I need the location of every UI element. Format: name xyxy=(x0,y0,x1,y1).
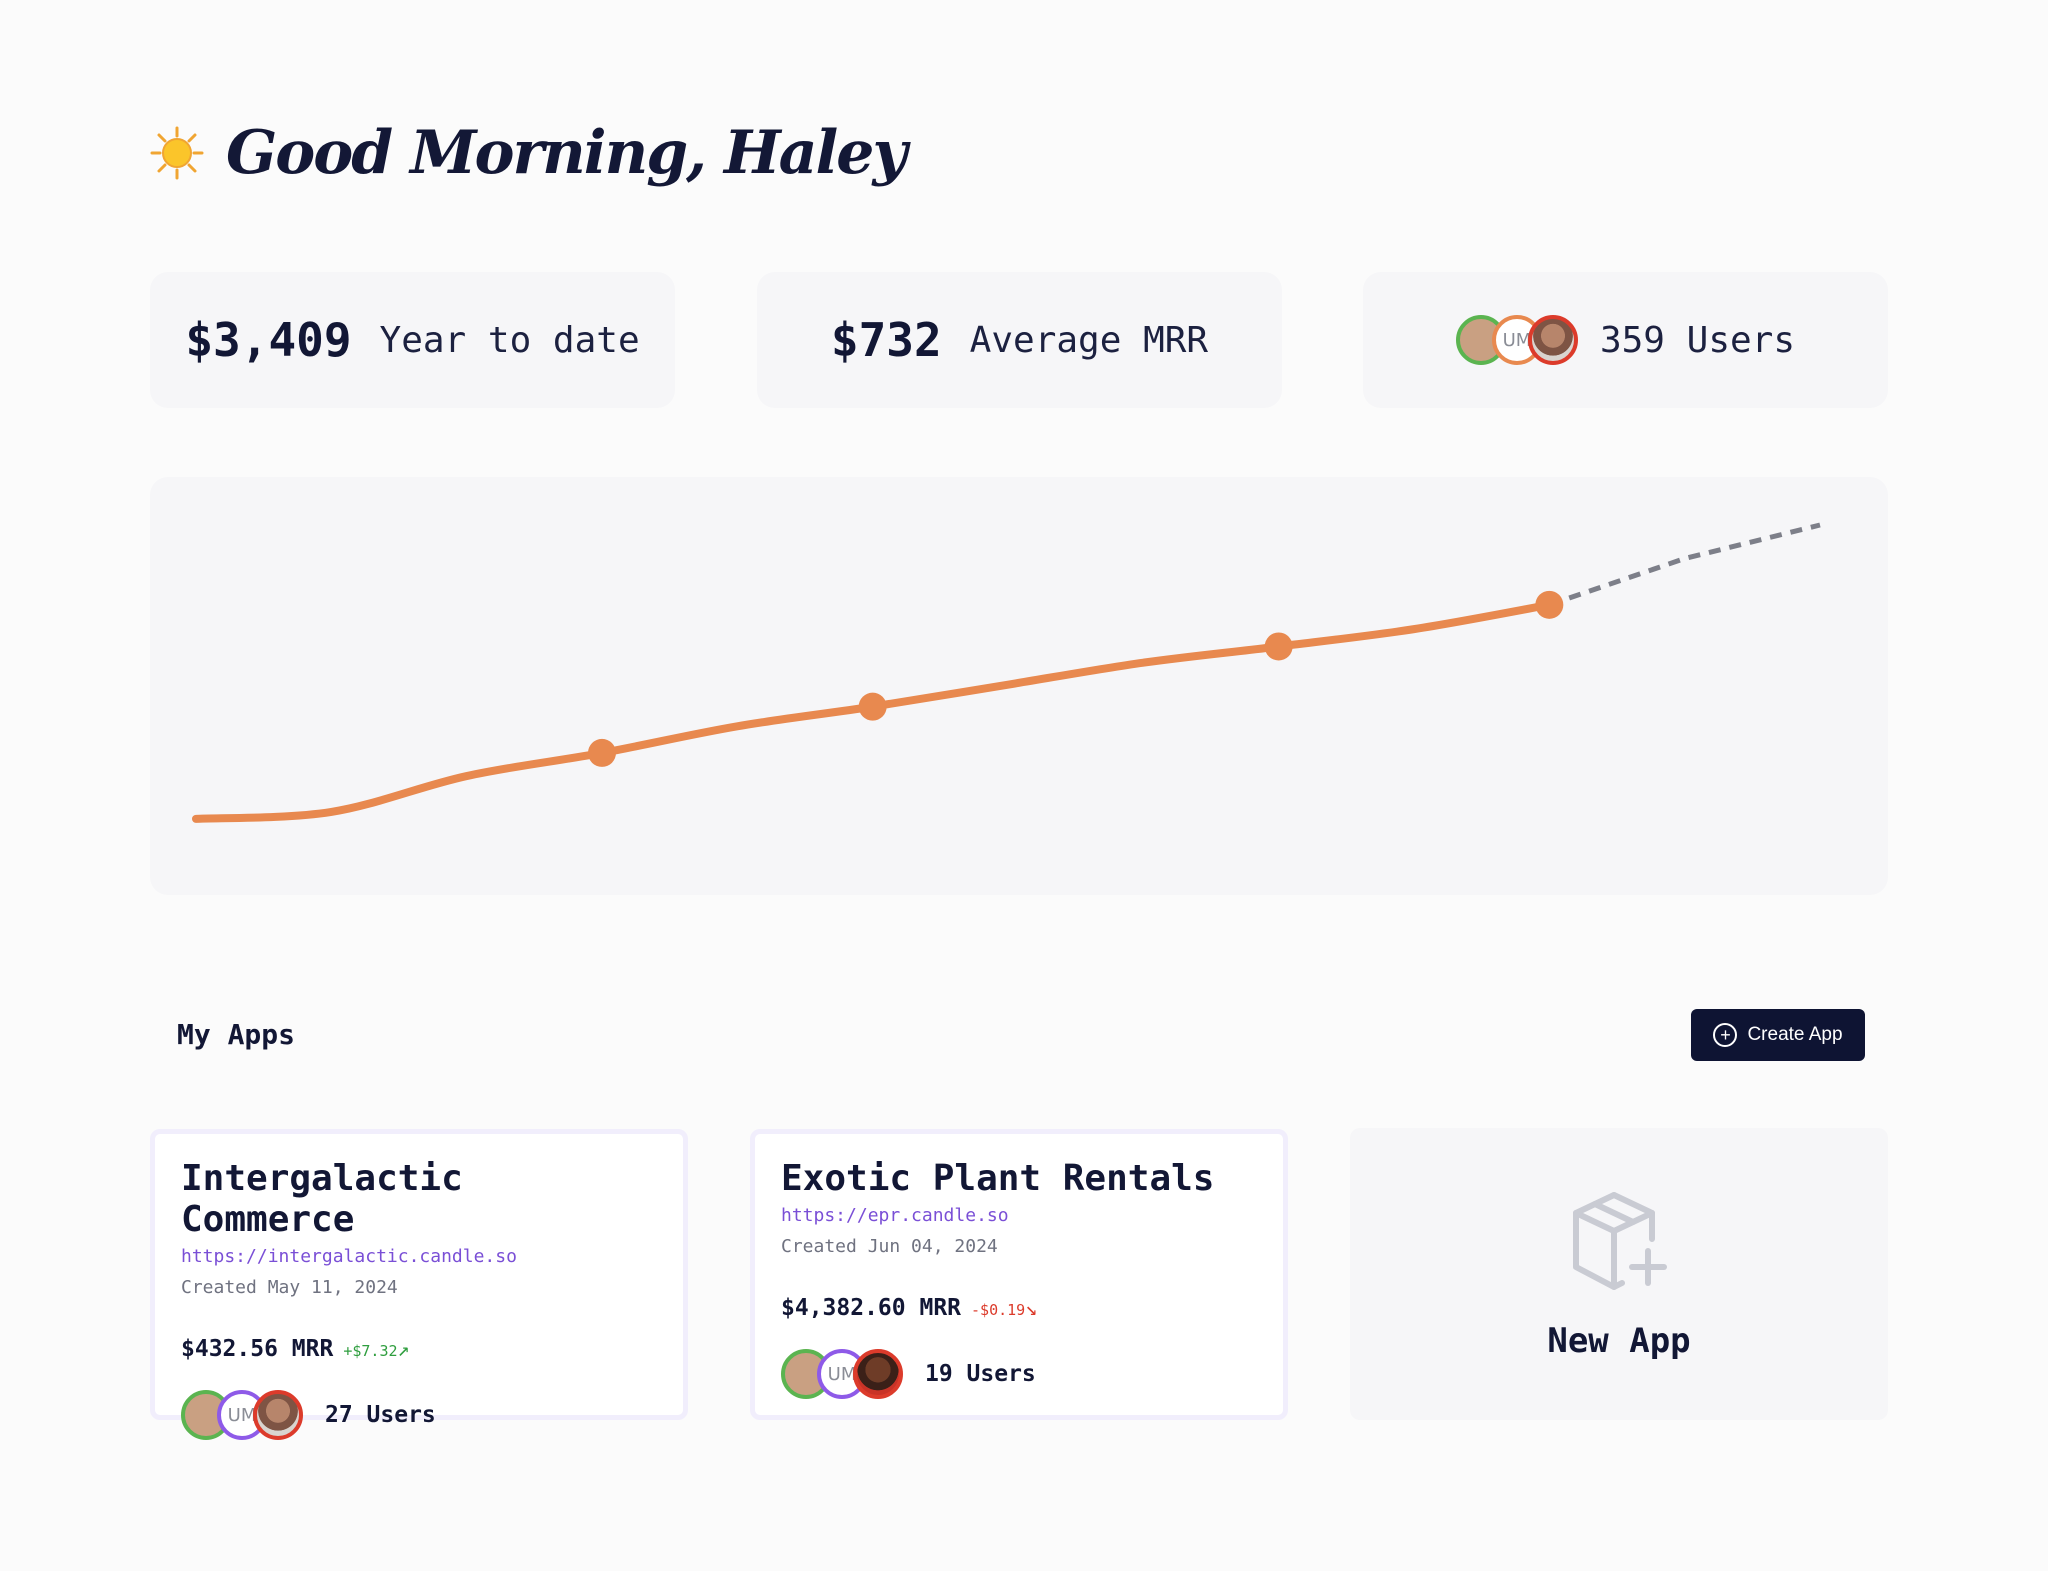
avatar-stack: UM xyxy=(181,1390,303,1440)
sun-icon xyxy=(150,126,204,180)
app-card[interactable]: Intergalactic Commerce https://intergala… xyxy=(150,1129,688,1440)
app-name: Exotic Plant Rentals xyxy=(781,1158,1215,1199)
stat-ytd-label: Year to date xyxy=(379,319,640,361)
app-name: Intergalactic Commerce xyxy=(181,1158,463,1240)
app-mrr-row: $432.56 MRR +$7.32↗ xyxy=(181,1336,657,1362)
delta-value: -$0.19 xyxy=(971,1301,1026,1319)
stat-card-ytd: $3,409 Year to date xyxy=(150,272,675,408)
app-users: 19 Users xyxy=(925,1361,1036,1387)
stat-mrr-label: Average MRR xyxy=(969,319,1209,361)
stat-mrr-value: $732 xyxy=(830,313,942,367)
stat-card-users: UM 359 Users xyxy=(1363,272,1888,408)
app-created-date: Created May 11, 2024 xyxy=(181,1277,398,1298)
avatar xyxy=(253,1390,303,1440)
app-mrr: $432.56 MRR xyxy=(181,1336,334,1362)
projection-line xyxy=(1548,522,1821,608)
app-card[interactable]: Exotic Plant Rentals https://epr.candle.… xyxy=(750,1129,1288,1420)
mrr-line-chart xyxy=(192,522,1821,823)
avatar xyxy=(853,1349,903,1399)
delta-value: +$7.32 xyxy=(343,1342,398,1360)
my-apps-heading: My Apps xyxy=(177,1018,296,1051)
data-point-marker[interactable] xyxy=(1264,632,1293,661)
greeting-title: Good Morning, Haley xyxy=(226,118,907,188)
create-app-label: Create App xyxy=(1747,1024,1843,1045)
app-mrr-delta: +$7.32↗ xyxy=(343,1337,409,1361)
app-mrr-delta: -$0.19↘ xyxy=(971,1296,1037,1320)
greeting-header: Good Morning, Haley xyxy=(150,108,907,198)
new-app-tile[interactable]: New App xyxy=(1350,1128,1888,1420)
app-created-date: Created Jun 04, 2024 xyxy=(781,1236,998,1257)
avatar-stack: UM xyxy=(1455,315,1578,365)
new-app-label: New App xyxy=(1547,1321,1691,1361)
box-plus-icon xyxy=(1573,1192,1667,1290)
data-point-marker[interactable] xyxy=(1535,590,1564,619)
app-url-link[interactable]: https://intergalactic.candle.so xyxy=(181,1246,517,1267)
app-mrr: $4,382.60 MRR xyxy=(781,1295,962,1321)
create-app-button[interactable]: + Create App xyxy=(1691,1009,1865,1061)
app-mrr-row: $4,382.60 MRR -$0.19↘ xyxy=(781,1295,1257,1321)
stat-card-mrr: $732 Average MRR xyxy=(757,272,1282,408)
avatar xyxy=(1527,315,1578,365)
trend-down-icon: ↘ xyxy=(1025,1296,1038,1320)
trend-up-icon: ↗ xyxy=(397,1337,410,1361)
stat-ytd-value: $3,409 xyxy=(185,313,352,367)
data-point-marker[interactable] xyxy=(858,692,887,721)
plus-circle-icon: + xyxy=(1713,1023,1738,1047)
mrr-chart xyxy=(150,477,1888,895)
app-users-row: UM 27 Users xyxy=(181,1390,657,1440)
data-point-marker[interactable] xyxy=(588,738,616,767)
app-url-link[interactable]: https://epr.candle.so xyxy=(781,1205,1009,1226)
app-users: 27 Users xyxy=(325,1402,436,1428)
app-users-row: UM 19 Users xyxy=(781,1349,1257,1399)
avatar-stack: UM xyxy=(781,1349,903,1399)
stat-users-label: 359 Users xyxy=(1599,319,1796,361)
